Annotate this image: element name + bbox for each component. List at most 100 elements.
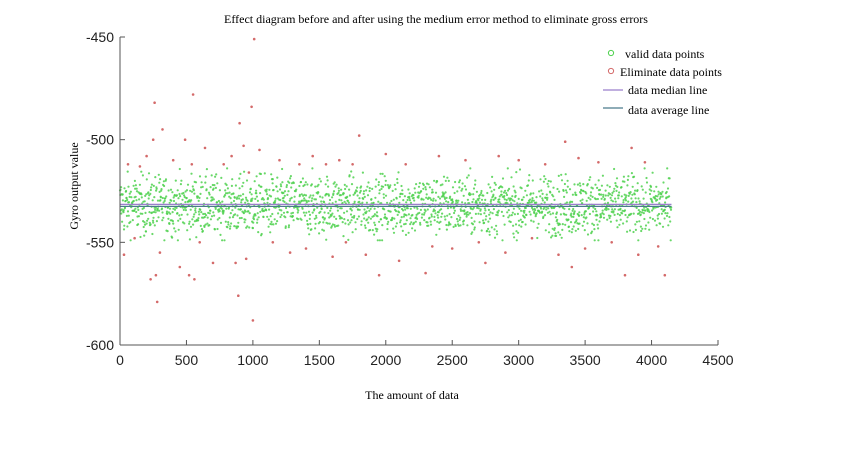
valid-data-point xyxy=(308,217,311,220)
valid-data-point xyxy=(452,225,455,228)
valid-data-point xyxy=(490,190,493,193)
valid-data-point xyxy=(649,185,653,188)
eliminated-data-point xyxy=(623,273,627,277)
valid-data-point xyxy=(303,197,306,200)
valid-data-point xyxy=(291,211,295,214)
valid-data-point xyxy=(553,227,556,230)
eliminated-data-point xyxy=(557,253,560,256)
valid-data-point xyxy=(419,223,422,226)
valid-data-point xyxy=(547,207,550,210)
legend: valid data points Eliminate data points … xyxy=(603,47,722,117)
valid-data-point xyxy=(560,236,563,239)
valid-data-point xyxy=(517,197,520,200)
valid-data-point xyxy=(182,191,185,195)
valid-data-point xyxy=(661,190,664,193)
valid-data-point xyxy=(637,209,640,212)
valid-data-point xyxy=(436,180,439,183)
valid-data-point xyxy=(172,196,175,199)
valid-data-point xyxy=(485,215,488,218)
valid-data-point xyxy=(431,188,434,191)
valid-data-point xyxy=(238,197,241,200)
valid-data-point xyxy=(368,187,371,190)
valid-data-point xyxy=(444,179,447,182)
valid-data-point xyxy=(353,200,356,203)
x-tick-label: 1500 xyxy=(304,352,335,368)
valid-data-point xyxy=(200,211,203,214)
valid-data-point xyxy=(194,209,197,212)
valid-data-point xyxy=(364,226,367,229)
valid-data-point xyxy=(469,193,472,196)
valid-data-point xyxy=(630,197,633,200)
valid-data-point xyxy=(518,168,522,171)
eliminated-data-point xyxy=(643,161,647,164)
valid-data-point xyxy=(479,208,482,211)
valid-data-point xyxy=(304,194,308,197)
valid-data-point xyxy=(362,213,365,216)
valid-data-point xyxy=(276,220,279,223)
valid-data-point xyxy=(505,193,509,197)
valid-data-point xyxy=(330,214,333,217)
valid-data-point xyxy=(271,212,274,216)
valid-data-point xyxy=(608,216,611,220)
valid-data-point xyxy=(618,223,621,226)
valid-data-point xyxy=(246,199,249,202)
valid-data-point xyxy=(541,210,544,213)
valid-data-point xyxy=(428,186,431,189)
valid-data-point xyxy=(585,192,588,195)
valid-data-point xyxy=(568,230,571,233)
valid-data-point xyxy=(358,197,361,200)
valid-data-point xyxy=(179,183,182,186)
plot-area xyxy=(118,37,673,322)
valid-data-point xyxy=(383,213,387,216)
valid-data-point xyxy=(657,212,661,216)
valid-data-point xyxy=(297,209,300,212)
valid-data-point xyxy=(547,179,550,183)
valid-data-point xyxy=(512,207,516,210)
valid-data-point xyxy=(212,187,215,190)
valid-data-point xyxy=(352,176,355,179)
valid-data-point xyxy=(571,228,574,231)
valid-data-point xyxy=(438,197,442,200)
valid-data-point xyxy=(426,221,429,224)
valid-data-point xyxy=(388,185,391,189)
valid-data-point xyxy=(382,193,385,196)
valid-data-point xyxy=(135,210,138,214)
valid-data-point xyxy=(265,193,269,196)
valid-data-point xyxy=(147,217,150,220)
valid-data-point xyxy=(120,212,123,215)
valid-data-point xyxy=(245,179,249,182)
valid-data-point xyxy=(529,198,532,201)
valid-data-point xyxy=(259,210,262,213)
valid-data-point xyxy=(648,228,651,231)
eliminated-points-group xyxy=(122,37,667,322)
valid-data-point xyxy=(194,181,198,184)
y-tick-label: -550 xyxy=(86,234,114,250)
valid-data-point xyxy=(176,189,179,192)
valid-data-point xyxy=(416,207,419,210)
valid-data-point xyxy=(122,211,125,214)
valid-data-point xyxy=(273,201,276,204)
valid-data-point xyxy=(148,211,151,214)
valid-data-point xyxy=(465,215,468,218)
valid-data-point xyxy=(143,223,147,226)
valid-data-point xyxy=(125,197,128,200)
valid-data-point xyxy=(551,234,554,237)
valid-data-point xyxy=(584,210,588,213)
valid-data-point xyxy=(216,182,219,185)
valid-data-point xyxy=(273,218,276,221)
valid-data-point xyxy=(211,183,214,187)
valid-data-point xyxy=(353,214,356,218)
valid-data-point xyxy=(572,225,575,228)
valid-data-point xyxy=(168,222,171,225)
valid-data-point xyxy=(314,222,317,225)
valid-data-point xyxy=(287,190,290,193)
valid-data-point xyxy=(190,172,193,175)
valid-data-point xyxy=(358,208,361,211)
valid-data-point xyxy=(471,200,474,204)
valid-data-point xyxy=(614,200,617,203)
valid-data-point xyxy=(293,195,296,198)
valid-data-point xyxy=(644,227,647,230)
valid-data-point xyxy=(366,194,370,197)
valid-data-point xyxy=(228,227,232,230)
valid-data-point xyxy=(661,225,665,228)
